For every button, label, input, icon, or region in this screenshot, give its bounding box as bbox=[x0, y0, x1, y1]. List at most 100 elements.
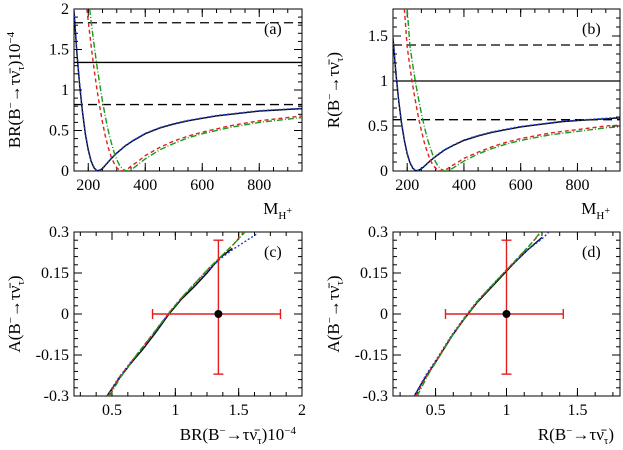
label-part: →τν̄ bbox=[572, 425, 607, 444]
y-tick-label: -0.3 bbox=[44, 388, 69, 405]
x-axis-label: R(B−→τν̄τ) bbox=[538, 425, 614, 447]
x-label-h: H bbox=[596, 210, 604, 222]
x-tick-label: 800 bbox=[565, 177, 589, 194]
series-line bbox=[88, 9, 302, 171]
x-tick-label: 1.5 bbox=[567, 402, 587, 419]
series-line bbox=[416, 232, 542, 396]
panel-b: 200 400 600 800 0 0.5 1 1.5 (b) R(B−→τν̄τ) MH+ bbox=[324, 8, 621, 222]
label-part: )10 bbox=[5, 44, 24, 67]
y-tick-label: 0.15 bbox=[41, 265, 69, 282]
label-part: τ bbox=[257, 435, 262, 447]
series-line bbox=[106, 232, 259, 396]
ticks bbox=[73, 8, 303, 172]
label-part: −4 bbox=[5, 31, 17, 43]
label-part: BR(B bbox=[180, 425, 220, 444]
panel-label: (b) bbox=[582, 21, 601, 38]
x-tick-label: 600 bbox=[509, 177, 533, 194]
plot-area bbox=[413, 232, 564, 396]
label-part: R(B bbox=[324, 100, 343, 128]
y-axis-label-group: A(B−→τν̄τ) bbox=[324, 275, 346, 352]
y-axis-label-group: R(B−→τν̄τ) bbox=[324, 52, 346, 128]
x-tick-label: 1 bbox=[171, 402, 179, 419]
measurement-point bbox=[502, 310, 511, 318]
measurement bbox=[444, 239, 564, 375]
y-axis-label: R(B−→τν̄τ) bbox=[324, 52, 346, 128]
label-part: →τν̄ bbox=[5, 68, 24, 103]
series-line bbox=[393, 35, 620, 171]
y-tick-label: 0.3 bbox=[368, 224, 388, 241]
series-line bbox=[415, 234, 540, 396]
y-axis-label-group: BR(B−→τν̄τ)10−4 bbox=[5, 31, 27, 148]
y-tick-label: 1 bbox=[380, 73, 388, 90]
label-part: ) bbox=[5, 275, 24, 281]
label-part: ) bbox=[608, 425, 614, 444]
x-tick-label: 1 bbox=[503, 402, 511, 419]
label-part: A(B bbox=[5, 323, 24, 352]
y-tick-label: 0.5 bbox=[368, 118, 388, 135]
plot-area bbox=[393, 9, 620, 171]
label-part: →τν̄ bbox=[226, 425, 261, 444]
panel-c: 0.5 1 1.5 2-0.3-0.1500.150.3(c)A(B−→τν̄τ)BR… bbox=[5, 224, 306, 447]
label-part: BR(B bbox=[5, 108, 24, 148]
x-tick-label: 400 bbox=[133, 177, 157, 194]
measurement bbox=[151, 239, 282, 375]
x-axis-label: MH+ bbox=[581, 199, 610, 222]
label-part: τ bbox=[604, 435, 609, 447]
label-part: →τν̄ bbox=[5, 283, 24, 318]
label-part: − bbox=[5, 317, 17, 323]
y-tick-label: -0.15 bbox=[36, 347, 69, 364]
label-part: ) bbox=[324, 275, 343, 281]
label-part: τ bbox=[334, 281, 346, 286]
x-tick-label: 0.5 bbox=[102, 402, 122, 419]
x-axis-label: MH+ bbox=[263, 199, 292, 222]
x-tick-label: 0.5 bbox=[426, 402, 446, 419]
x-label-plus: + bbox=[286, 206, 292, 217]
label-part: A(B bbox=[324, 323, 343, 352]
panel-d: 0.5 1 1.5-0.3-0.1500.150.3(d)A(B−→τν̄τ)R(B… bbox=[324, 224, 621, 447]
y-axis-label: A(B−→τν̄τ) bbox=[324, 275, 346, 352]
x-tick-label: 600 bbox=[190, 177, 214, 194]
y-tick-label: 0.3 bbox=[49, 224, 69, 241]
y-tick-label: -0.3 bbox=[363, 388, 388, 405]
y-axis-label-group: A(B−→τν̄τ) bbox=[5, 275, 27, 352]
y-tick-label: 0.5 bbox=[49, 123, 69, 140]
panel-a: 200 400 600 800 0 0.5 1 1.5 2 (a) BR(B−→τν̄τ)10−4 M… bbox=[5, 1, 303, 222]
x-tick-label: 1.5 bbox=[229, 402, 249, 419]
x-axis-label: BR(B−→τν̄τ)10−4 bbox=[180, 425, 297, 447]
series-line bbox=[86, 9, 302, 171]
label-part: −4 bbox=[284, 425, 296, 437]
y-tick-label: -0.15 bbox=[355, 347, 388, 364]
panel-label: (c) bbox=[264, 244, 282, 261]
ticks bbox=[393, 231, 620, 397]
y-tick-label: 0 bbox=[380, 163, 388, 180]
x-tick-label: 2 bbox=[298, 402, 306, 419]
y-tick-label: 0 bbox=[380, 306, 388, 323]
y-tick-label: 0 bbox=[61, 306, 69, 323]
measurement-point bbox=[214, 310, 223, 318]
label-part: τ bbox=[15, 66, 27, 71]
y-tick-label: 1.5 bbox=[49, 42, 69, 59]
label-part: − bbox=[219, 425, 225, 437]
x-tick-label: 400 bbox=[452, 177, 476, 194]
panel-label: (a) bbox=[264, 21, 282, 38]
plot-area bbox=[106, 232, 282, 396]
x-tick-label: 800 bbox=[247, 177, 271, 194]
label-part: )10 bbox=[262, 425, 285, 444]
x-label-m: M bbox=[581, 199, 596, 218]
y-tick-label: 1.5 bbox=[368, 28, 388, 45]
label-part: − bbox=[324, 94, 336, 100]
label-part: − bbox=[324, 317, 336, 323]
label-part: τ bbox=[334, 57, 346, 62]
x-axis-label-group: BR(B−→τν̄τ)10−4 bbox=[180, 425, 297, 447]
y-tick-label: 0.15 bbox=[360, 265, 388, 282]
series-line bbox=[413, 236, 543, 396]
series-line bbox=[403, 9, 620, 171]
y-axis-label: BR(B−→τν̄τ)10−4 bbox=[5, 31, 27, 148]
label-part: →τν̄ bbox=[324, 283, 343, 318]
label-part: − bbox=[5, 102, 17, 108]
plot-area bbox=[74, 9, 302, 171]
label-part: ) bbox=[324, 52, 343, 58]
x-label-m: M bbox=[263, 199, 278, 218]
label-part: →τν̄ bbox=[324, 59, 343, 94]
